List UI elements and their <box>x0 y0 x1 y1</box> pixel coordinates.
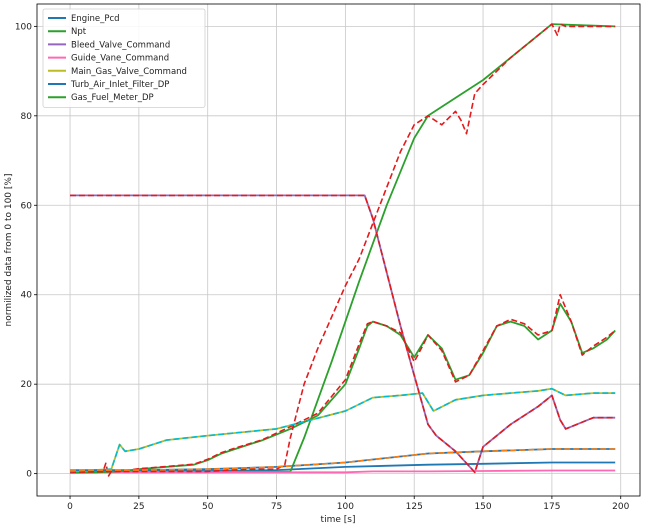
reference-dashed-line <box>69 387 616 473</box>
x-tick-label: 200 <box>612 502 629 512</box>
series-line-main-gas-valve-command <box>69 387 616 473</box>
x-tick-label: 0 <box>67 502 73 512</box>
y-axis-label: normilized data from 0 to 100 [%] <box>4 174 14 327</box>
grid-lines <box>37 4 640 496</box>
y-tick-label: 80 <box>21 112 33 122</box>
legend-box <box>42 8 206 108</box>
y-tick-label: 60 <box>21 201 33 211</box>
x-tick-label: 50 <box>202 502 214 512</box>
reference-dashed-line <box>69 293 616 474</box>
legend-entry: Guide_Vane_Command <box>71 54 169 64</box>
x-tick-label: 125 <box>406 502 423 512</box>
y-tick-label: 20 <box>21 380 33 390</box>
legend-entry: Engine_Pcd <box>71 14 120 24</box>
axis-ticks: 0 25 50 75 100 125 150 175 200 0 20 40 60 80 100 <box>15 22 630 512</box>
reference-dashed-line <box>70 448 616 471</box>
legend-entry: Turb_Air_Inlet_Filter_DP <box>70 80 169 90</box>
x-tick-label: 100 <box>337 502 354 512</box>
legend-entry: Bleed_Valve_Command <box>71 40 170 50</box>
y-tick-label: 0 <box>26 470 32 480</box>
legend: Engine_Pcd Npt Bleed_Valve_Command Guide_Va… <box>42 8 206 108</box>
x-tick-label: 75 <box>271 502 282 512</box>
reference-dashed-line <box>70 194 616 474</box>
reference-dashed-line <box>70 23 616 477</box>
series-line-guide-vane-command <box>70 469 616 474</box>
legend-entry: Gas_Fuel_Meter_DP <box>71 93 154 103</box>
y-tick-label: 40 <box>21 291 33 301</box>
x-tick-label: 25 <box>133 502 144 512</box>
x-axis-label: time [s] <box>321 515 356 525</box>
legend-entry: Npt <box>71 27 87 37</box>
plot-area <box>36 3 641 497</box>
legend-entry: Main_Gas_Valve_Command <box>71 67 187 77</box>
y-tick-label: 100 <box>15 22 32 32</box>
x-tick-label: 175 <box>543 502 560 512</box>
series-lines <box>69 23 616 477</box>
x-tick-label: 150 <box>474 502 491 512</box>
